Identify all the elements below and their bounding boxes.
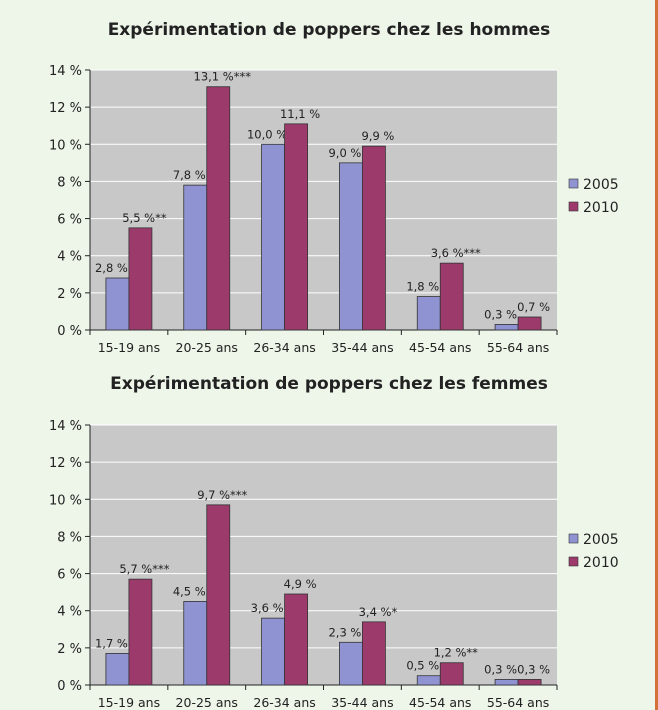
chart-title-women: Expérimentation de poppers chez les femm… bbox=[110, 374, 548, 394]
data-label-2010-0: 5,7 %*** bbox=[119, 562, 169, 576]
bar-2010-5 bbox=[517, 316, 542, 331]
bar-2010-3 bbox=[362, 621, 386, 686]
bar-2010-4 bbox=[439, 262, 464, 331]
bar-2010-2 bbox=[284, 123, 308, 331]
bar-2005-2 bbox=[261, 617, 285, 686]
category-label: 35-44 ans bbox=[331, 695, 393, 710]
data-label-2010-5: 0,3 % bbox=[517, 662, 550, 676]
category-label: 55-64 ans bbox=[487, 695, 549, 710]
chart-women-svg: 0 % 2 % 4 % 6 % 8 % 10 % 12 % 14 % 1,7 % 5,7 %***… bbox=[49, 419, 619, 710]
data-label-2010-1: 9,7 %*** bbox=[197, 488, 247, 502]
bar-2005-2 bbox=[261, 143, 285, 331]
plot-area bbox=[90, 70, 557, 330]
data-label-2005-5: 0,3 % bbox=[484, 307, 517, 321]
y-tick-label: 14 % bbox=[49, 419, 82, 434]
y-tick-label: 12 % bbox=[49, 101, 82, 116]
data-label-2005-4: 1,8 % bbox=[406, 280, 439, 294]
data-label-2005-2: 10,0 % bbox=[247, 127, 287, 141]
plot-area bbox=[90, 425, 557, 685]
legend-swatch-2005 bbox=[568, 533, 579, 544]
bar-2010-1 bbox=[206, 504, 231, 686]
data-label-2005-3: 9,0 % bbox=[328, 146, 361, 160]
bar-2005-3 bbox=[339, 162, 363, 331]
bar-2010-2 bbox=[284, 593, 308, 686]
legend-label-2010: 2010 bbox=[583, 200, 619, 216]
y-tick-label: 8 % bbox=[57, 175, 82, 190]
data-label-2005-0: 2,8 % bbox=[95, 261, 128, 275]
category-label: 45-54 ans bbox=[409, 695, 471, 710]
legend-swatch-2005 bbox=[568, 178, 579, 189]
chart-men-svg: 0 % 2 % 4 % 6 % 8 % 10 % 12 % 14 % 2,8 % 5,5 %** 1… bbox=[49, 64, 619, 355]
y-tick-label: 12 % bbox=[49, 456, 82, 471]
bar-2005-1 bbox=[183, 601, 208, 686]
category-label: 15-19 ans bbox=[98, 695, 160, 710]
data-label-2010-3: 3,4 %* bbox=[359, 605, 398, 619]
y-tick-label: 2 % bbox=[57, 642, 82, 657]
legend-label-2005: 2005 bbox=[583, 532, 619, 548]
bar-2010-5 bbox=[517, 679, 542, 686]
y-tick-label: 10 % bbox=[49, 493, 82, 508]
bar-2005-4 bbox=[416, 675, 441, 686]
category-label: 20-25 ans bbox=[176, 340, 238, 355]
category-label: 55-64 ans bbox=[487, 340, 549, 355]
data-label-2010-2: 11,1 % bbox=[280, 107, 320, 121]
data-label-2010-5: 0,7 % bbox=[517, 300, 550, 314]
category-label: 45-54 ans bbox=[409, 340, 471, 355]
legend-label-2005: 2005 bbox=[583, 177, 619, 193]
bar-2005-5 bbox=[494, 324, 519, 331]
bar-2010-0 bbox=[128, 227, 153, 331]
data-label-2005-1: 7,8 % bbox=[173, 168, 206, 182]
bar-2005-5 bbox=[494, 679, 519, 686]
data-label-2010-1: 13,1 %*** bbox=[194, 70, 252, 84]
y-tick-label: 2 % bbox=[57, 287, 82, 302]
category-label: 35-44 ans bbox=[331, 340, 393, 355]
y-tick-label: 4 % bbox=[57, 605, 82, 620]
y-tick-label: 8 % bbox=[57, 530, 82, 545]
legend-label-2010: 2010 bbox=[583, 555, 619, 571]
bar-2010-3 bbox=[362, 145, 386, 331]
bar-2005-1 bbox=[183, 184, 208, 331]
data-label-2005-2: 3,6 % bbox=[251, 601, 284, 615]
bar-2010-4 bbox=[439, 662, 464, 686]
bar-2010-0 bbox=[128, 578, 153, 686]
data-label-2010-4: 1,2 %** bbox=[434, 646, 479, 660]
category-label: 15-19 ans bbox=[98, 340, 160, 355]
data-label-2010-0: 5,5 %** bbox=[122, 211, 167, 225]
data-label-2005-0: 1,7 % bbox=[95, 636, 128, 650]
y-tick-label: 0 % bbox=[57, 679, 82, 694]
chart-title-men: Expérimentation de poppers chez les homm… bbox=[107, 20, 551, 40]
data-label-2005-3: 2,3 % bbox=[328, 625, 361, 639]
y-tick-label: 6 % bbox=[57, 213, 82, 228]
y-tick-label: 6 % bbox=[57, 568, 82, 583]
y-tick-label: 14 % bbox=[49, 64, 82, 79]
category-label: 26-34 ans bbox=[253, 340, 315, 355]
bar-2005-4 bbox=[416, 296, 441, 331]
legend-swatch-2010 bbox=[568, 201, 579, 212]
y-tick-label: 10 % bbox=[49, 138, 82, 153]
data-label-2010-3: 9,9 % bbox=[361, 129, 394, 143]
frame-border bbox=[655, 0, 658, 710]
data-label-2005-4: 0,5 % bbox=[406, 659, 439, 673]
bar-2005-3 bbox=[339, 641, 363, 686]
data-label-2005-5: 0,3 % bbox=[484, 662, 517, 676]
data-label-2005-1: 4,5 % bbox=[173, 584, 206, 598]
category-label: 26-34 ans bbox=[253, 695, 315, 710]
y-tick-label: 0 % bbox=[57, 324, 82, 339]
y-tick-label: 4 % bbox=[57, 250, 82, 265]
bar-2005-0 bbox=[105, 277, 130, 331]
data-label-2010-2: 4,9 % bbox=[284, 577, 317, 591]
legend-swatch-2010 bbox=[568, 556, 579, 567]
bar-2010-1 bbox=[206, 86, 231, 331]
data-label-2010-4: 3,6 %*** bbox=[431, 246, 481, 260]
bar-2005-0 bbox=[105, 653, 130, 686]
category-label: 20-25 ans bbox=[176, 695, 238, 710]
